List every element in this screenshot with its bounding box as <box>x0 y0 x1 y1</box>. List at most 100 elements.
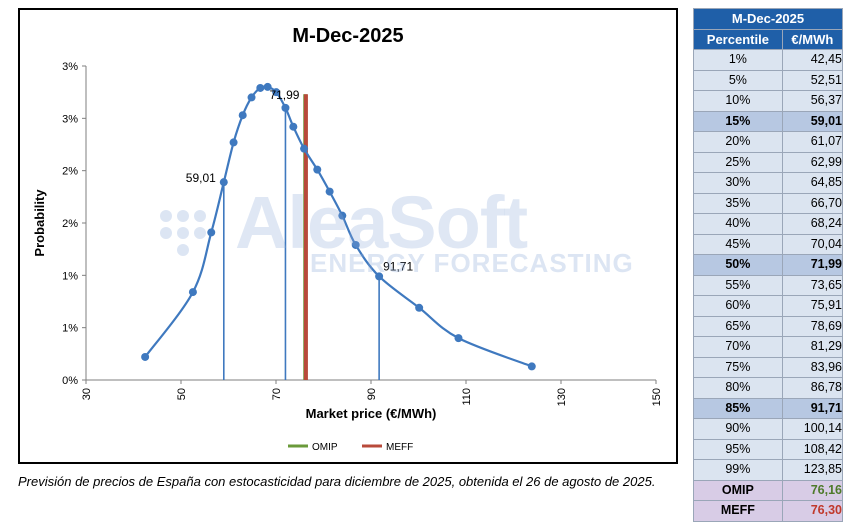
table-row: 55% 73,65 <box>693 274 844 296</box>
table-title: M-Dec-2025 <box>693 8 843 30</box>
data-point <box>338 211 347 220</box>
col-header-percentile: Percentile <box>693 28 783 50</box>
table-row: 85% 91,71 <box>693 397 844 419</box>
percentile-cell: 1% <box>693 49 783 71</box>
percentile-cell: 35% <box>693 192 783 214</box>
data-point <box>219 178 228 187</box>
price-cell: 56,37 <box>781 90 844 112</box>
percentile-label: 71,99 <box>269 88 299 102</box>
data-point <box>351 240 360 249</box>
percentile-cell: 5% <box>693 69 783 91</box>
percentile-cell: 40% <box>693 213 783 235</box>
x-axis-label: Market price (€/MWh) <box>306 406 437 421</box>
data-point <box>272 88 281 97</box>
table-row: 1% 42,45 <box>693 49 844 71</box>
data-point <box>281 103 290 112</box>
data-point <box>247 93 256 102</box>
percentile-cell: 65% <box>693 315 783 337</box>
y-tick-label: 0% <box>62 375 78 387</box>
percentile-label: 59,01 <box>186 171 216 185</box>
percentile-cell: 55% <box>693 274 783 296</box>
price-cell: 42,45 <box>781 49 844 71</box>
price-cell: 73,65 <box>781 274 844 296</box>
price-cell: 108,42 <box>781 438 844 460</box>
percentile-cell: 25% <box>693 151 783 173</box>
table-row: 75% 83,96 <box>693 356 844 378</box>
percentile-cell: 70% <box>693 336 783 358</box>
percentile-cell: 99% <box>693 459 783 481</box>
data-point <box>289 122 298 131</box>
price-cell: 123,85 <box>781 459 844 481</box>
figure-caption: Previsión de precios de España con estoc… <box>18 474 656 489</box>
col-header-price: €/MWh <box>781 28 844 50</box>
data-point <box>188 288 197 297</box>
x-tick-label: 150 <box>651 388 663 406</box>
market-row: OMIP 76,16 <box>693 479 844 501</box>
x-tick-label: 50 <box>176 388 188 400</box>
price-cell: 52,51 <box>781 69 844 91</box>
table-row: 25% 62,99 <box>693 151 844 173</box>
data-point <box>375 272 384 281</box>
percentile-cell: 90% <box>693 418 783 440</box>
percentile-cell: 15% <box>693 110 783 132</box>
table-row: 35% 66,70 <box>693 192 844 214</box>
price-cell: 62,99 <box>781 151 844 173</box>
price-cell: 83,96 <box>781 356 844 378</box>
market-price-cell: 76,30 <box>781 500 844 522</box>
data-point <box>238 111 247 120</box>
x-tick-label: 70 <box>271 388 283 400</box>
table-row: 90% 100,14 <box>693 418 844 440</box>
price-cell: 66,70 <box>781 192 844 214</box>
percentile-cell: 60% <box>693 295 783 317</box>
market-row: MEFF 76,30 <box>693 500 844 522</box>
data-point <box>207 228 216 237</box>
chart-canvas: M-Dec-2025 0% 1% 1% 2% 2% 3% 3% 30 50 70 90 110 130 15… <box>32 25 663 453</box>
data-point <box>527 362 536 371</box>
market-price-cell: 76,16 <box>781 479 844 501</box>
table-row: 20% 61,07 <box>693 131 844 153</box>
percentile-label: 91,71 <box>383 259 413 273</box>
percentile-cell: 80% <box>693 377 783 399</box>
chart-panel: M-Dec-2025 0% 1% 1% 2% 2% 3% 3% 30 50 70 90 110 130 15… <box>18 8 678 464</box>
data-point <box>300 144 309 153</box>
table-row: 40% 68,24 <box>693 213 844 235</box>
data-point <box>263 82 272 91</box>
x-tick-label: 110 <box>461 388 473 406</box>
data-point <box>256 83 265 92</box>
percentile-cell: 50% <box>693 254 783 276</box>
legend-entry: OMIP <box>312 442 338 453</box>
y-tick-label: 1% <box>62 270 78 282</box>
probability-curve <box>144 85 533 368</box>
price-cell: 59,01 <box>781 110 844 132</box>
table-row: 45% 70,04 <box>693 233 844 255</box>
percentile-cell: 85% <box>693 397 783 419</box>
market-name-cell: MEFF <box>693 500 783 522</box>
table-row: 50% 71,99 <box>693 254 844 276</box>
table-row: 70% 81,29 <box>693 336 844 358</box>
price-cell: 64,85 <box>781 172 844 194</box>
y-axis-label: Probability <box>32 189 47 257</box>
data-point <box>325 187 334 196</box>
table-row: 80% 86,78 <box>693 377 844 399</box>
percentile-cell: 10% <box>693 90 783 112</box>
market-name-cell: OMIP <box>693 479 783 501</box>
data-point <box>141 352 150 361</box>
data-point <box>313 165 322 174</box>
table-row: 15% 59,01 <box>693 110 844 132</box>
legend-entry: MEFF <box>386 442 413 453</box>
x-tick-label: 30 <box>81 388 93 400</box>
percentile-cell: 30% <box>693 172 783 194</box>
x-tick-label: 130 <box>556 388 568 406</box>
percentile-table: M-Dec-2025 Percentile €/MWh 1% 42,45 5% 52,… <box>693 8 844 522</box>
price-cell: 81,29 <box>781 336 844 358</box>
table-row: 5% 52,51 <box>693 69 844 91</box>
y-tick-label: 2% <box>62 166 78 178</box>
table-row: 99% 123,85 <box>693 459 844 481</box>
table-row: 95% 108,42 <box>693 438 844 460</box>
percentile-cell: 95% <box>693 438 783 460</box>
price-cell: 100,14 <box>781 418 844 440</box>
chart-title: M-Dec-2025 <box>292 25 403 47</box>
x-tick-label: 90 <box>366 388 378 400</box>
percentile-cell: 45% <box>693 233 783 255</box>
y-tick-label: 1% <box>62 323 78 335</box>
